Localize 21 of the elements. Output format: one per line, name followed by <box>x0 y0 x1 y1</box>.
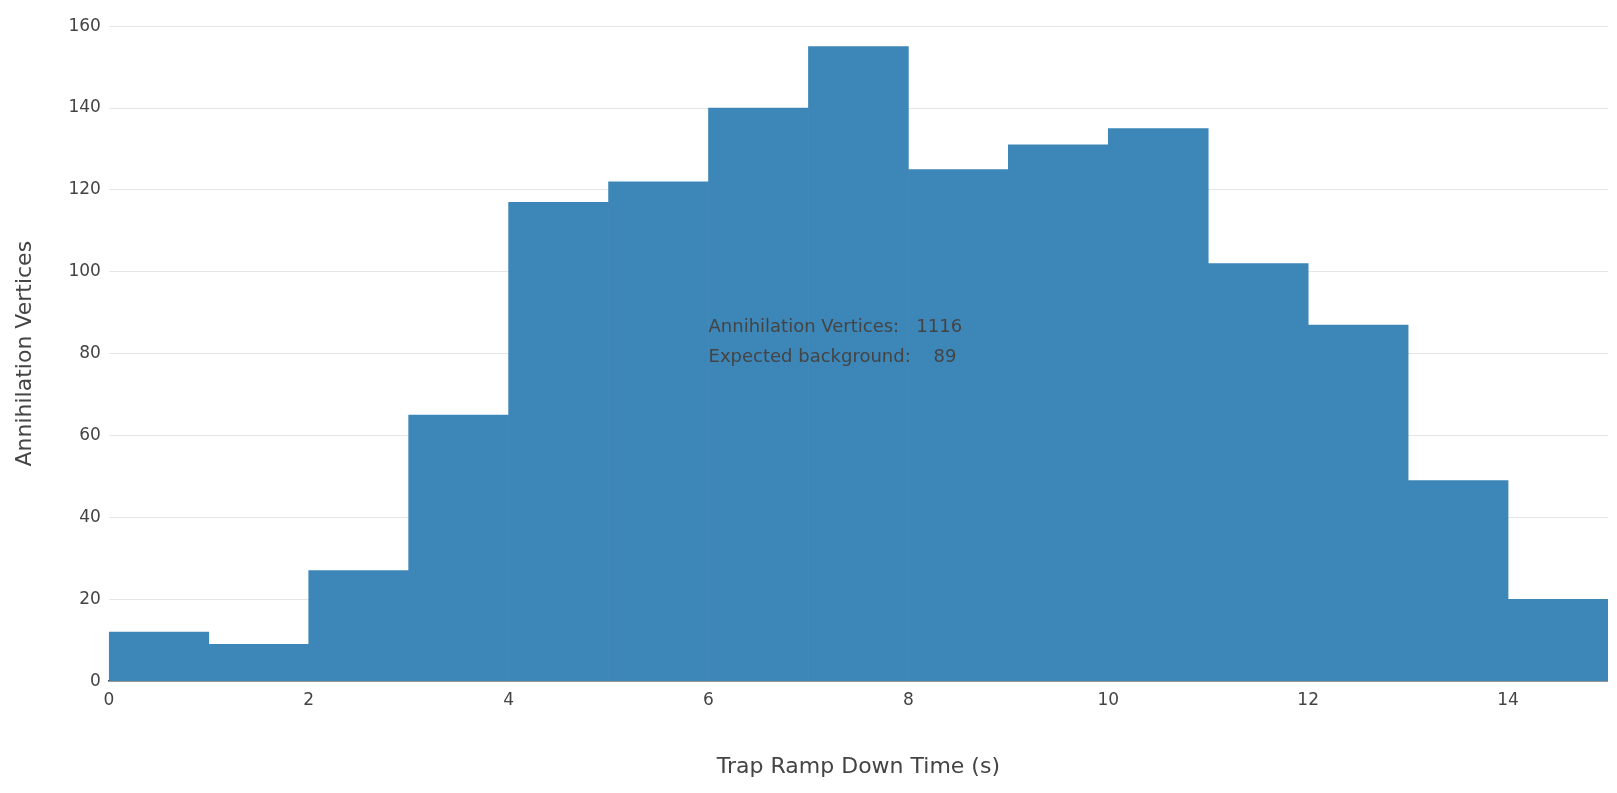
x-axis-title: Trap Ramp Down Time (s) <box>715 752 1000 778</box>
x-tick-label: 4 <box>503 688 515 709</box>
x-tick-label: 12 <box>1297 688 1319 709</box>
y-axis-title: Annihilation Vertices <box>10 240 36 467</box>
y-tick-label: 120 <box>68 178 101 199</box>
y-tick-label: 140 <box>68 96 101 117</box>
y-tick-label: 0 <box>90 669 101 690</box>
x-tick-label: 0 <box>103 688 115 709</box>
y-tick-label: 20 <box>79 587 101 608</box>
y-tick-label: 160 <box>68 14 101 35</box>
x-tick-label: 2 <box>303 688 315 709</box>
y-tick-label: 80 <box>79 342 101 363</box>
annotation: Annihilation Vertices: 1116 <box>708 315 963 337</box>
x-tick-label: 10 <box>1097 688 1120 709</box>
y-tick-label: 60 <box>79 424 101 444</box>
y-tick-label: 100 <box>68 260 101 281</box>
y-tick-label: 40 <box>79 505 101 526</box>
x-tick-label: 6 <box>703 688 714 709</box>
x-tick-label: 14 <box>1497 688 1519 709</box>
annotation: Expected background: 89 <box>708 345 957 367</box>
x-tick-label: 8 <box>902 688 914 709</box>
